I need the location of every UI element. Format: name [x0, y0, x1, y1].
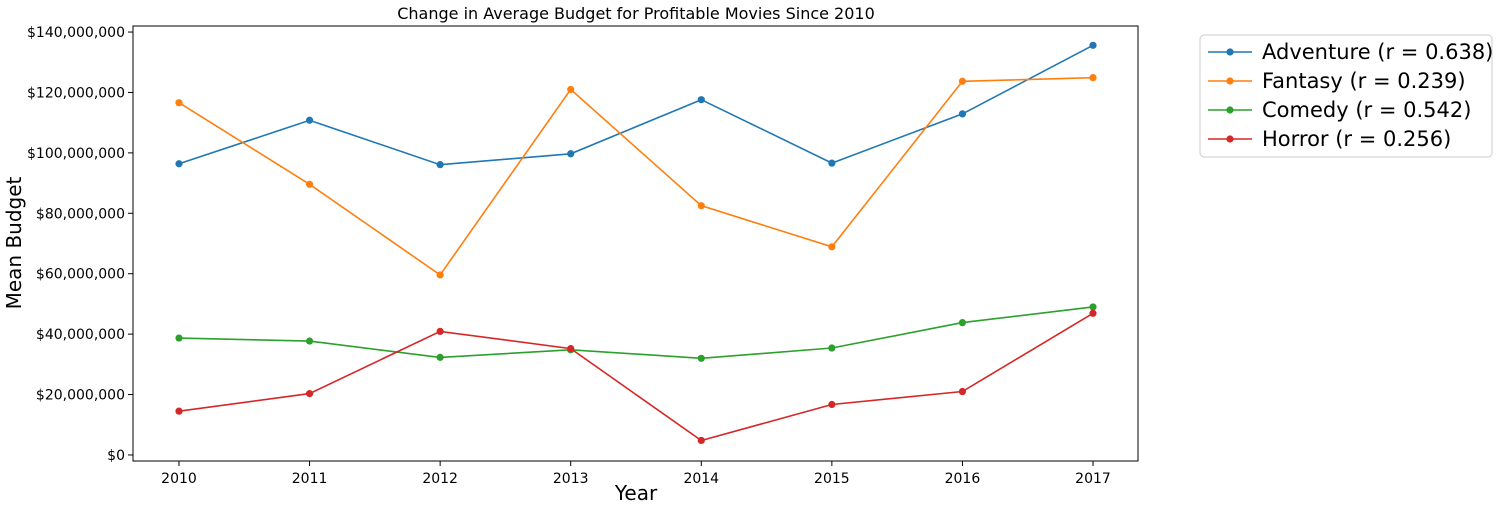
series-line: [178, 44, 1094, 166]
data-point: [828, 344, 836, 352]
legend-swatch-marker: [1226, 48, 1234, 56]
y-tick-label: $20,000,000: [36, 388, 125, 404]
data-point: [697, 202, 705, 210]
x-tick-label: 2017: [1075, 471, 1111, 487]
y-tick-label: $100,000,000: [27, 146, 125, 162]
y-tick-label: $80,000,000: [36, 206, 125, 222]
data-point: [305, 390, 314, 398]
series-line: [178, 312, 1094, 442]
data-point: [175, 99, 183, 107]
data-point: [436, 161, 444, 169]
legend-label: Fantasy (r = 0.239): [1262, 69, 1466, 93]
data-point: [958, 110, 967, 118]
data-point: [567, 150, 575, 158]
chart-title: Change in Average Budget for Profitable …: [397, 4, 875, 23]
y-axis-title: Mean Budget: [2, 176, 26, 309]
x-tick-label: 2011: [292, 471, 328, 487]
data-point: [958, 319, 967, 327]
data-point: [1089, 74, 1097, 82]
legend-frame: [1199, 34, 1493, 158]
data-point: [697, 354, 705, 362]
data-point: [436, 353, 444, 361]
data-point: [436, 327, 444, 336]
data-point: [175, 160, 183, 168]
data-point: [305, 116, 314, 124]
data-point: [175, 334, 183, 342]
legend-label: Comedy (r = 0.542): [1262, 98, 1471, 122]
plot-area: [132, 25, 1139, 462]
data-point: [828, 400, 836, 409]
data-point: [828, 159, 836, 167]
series-line: [178, 306, 1094, 360]
y-tick-label: $140,000,000: [27, 25, 125, 41]
data-point: [305, 180, 314, 188]
x-tick-label: 2015: [814, 471, 850, 487]
y-tick-label: $120,000,000: [27, 85, 125, 101]
series-line: [178, 76, 1094, 277]
data-point: [175, 407, 183, 415]
data-point: [958, 387, 967, 396]
legend-swatch-marker: [1226, 77, 1234, 85]
y-tick-label: $40,000,000: [36, 327, 125, 343]
data-point: [305, 337, 314, 345]
legend-label: Horror (r = 0.256): [1262, 127, 1451, 151]
legend: Adventure (r = 0.638) Fantasy (r = 0.239)…: [1199, 34, 1493, 158]
legend-swatch-marker: [1226, 106, 1234, 114]
legend-label: Adventure (r = 0.638): [1262, 40, 1493, 64]
data-point: [1089, 41, 1097, 49]
data-point: [828, 243, 836, 251]
x-tick-label: 2013: [553, 471, 589, 487]
data-point: [697, 436, 705, 445]
data-point: [567, 85, 575, 94]
data-point: [958, 77, 967, 85]
data-point: [697, 96, 705, 104]
x-tick-label: 2016: [945, 471, 981, 487]
series-layer: [175, 41, 1097, 445]
x-tick-label: 2010: [161, 471, 197, 487]
y-axis: $0 $20,000,000 $40,000,000 $60,000,000 $80,0…: [27, 25, 133, 464]
y-tick-label: $0: [107, 448, 125, 464]
data-point: [1089, 309, 1097, 317]
x-tick-label: 2014: [683, 471, 719, 487]
data-point: [1089, 303, 1097, 311]
data-point: [436, 271, 444, 279]
x-axis: 2010 2011 2012 2013 2014 2015 2016 2017: [161, 461, 1111, 487]
x-axis-title: Year: [614, 481, 658, 505]
legend-swatch-marker: [1226, 135, 1234, 143]
x-tick-label: 2012: [422, 471, 458, 487]
y-tick-label: $60,000,000: [36, 267, 125, 283]
data-point: [567, 345, 575, 353]
